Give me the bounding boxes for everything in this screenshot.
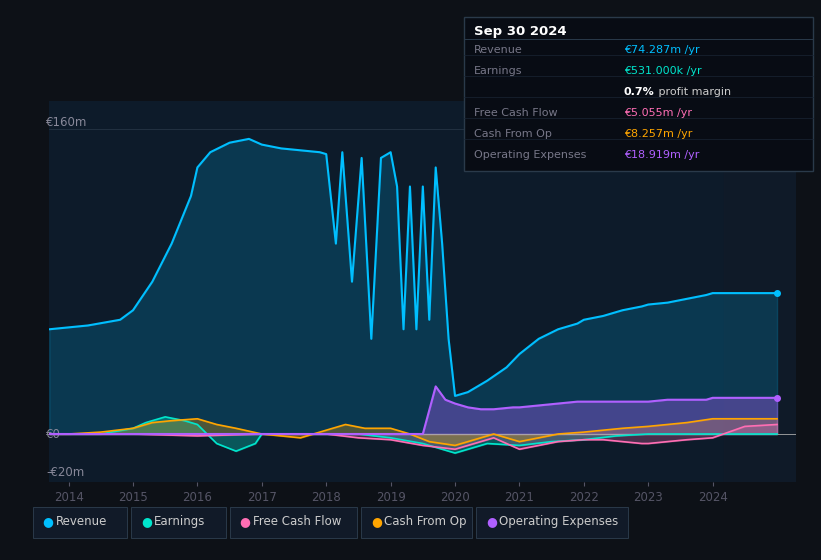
Text: €5.055m /yr: €5.055m /yr (624, 108, 692, 118)
Text: Operating Expenses: Operating Expenses (474, 150, 586, 160)
Text: Sep 30 2024: Sep 30 2024 (474, 25, 566, 38)
Text: €8.257m /yr: €8.257m /yr (624, 129, 692, 139)
Text: ●: ● (486, 515, 497, 529)
Text: 0.7%: 0.7% (624, 87, 654, 97)
Text: profit margin: profit margin (655, 87, 732, 97)
Text: Free Cash Flow: Free Cash Flow (474, 108, 557, 118)
Text: €531.000k /yr: €531.000k /yr (624, 66, 702, 76)
Text: Operating Expenses: Operating Expenses (499, 515, 618, 529)
Text: €0: €0 (46, 427, 61, 441)
Bar (723, 101, 796, 482)
Text: €74.287m /yr: €74.287m /yr (624, 45, 699, 55)
Text: Earnings: Earnings (474, 66, 522, 76)
Text: ●: ● (371, 515, 382, 529)
Text: Free Cash Flow: Free Cash Flow (253, 515, 342, 529)
Text: Cash From Op: Cash From Op (384, 515, 466, 529)
Text: Revenue: Revenue (474, 45, 522, 55)
Text: -€20m: -€20m (46, 465, 85, 479)
Text: Revenue: Revenue (56, 515, 108, 529)
Text: €160m: €160m (46, 116, 87, 129)
Text: Earnings: Earnings (154, 515, 206, 529)
Text: €18.919m /yr: €18.919m /yr (624, 150, 699, 160)
Text: ●: ● (43, 515, 53, 529)
Text: Cash From Op: Cash From Op (474, 129, 552, 139)
Text: ●: ● (240, 515, 250, 529)
Text: ●: ● (141, 515, 152, 529)
